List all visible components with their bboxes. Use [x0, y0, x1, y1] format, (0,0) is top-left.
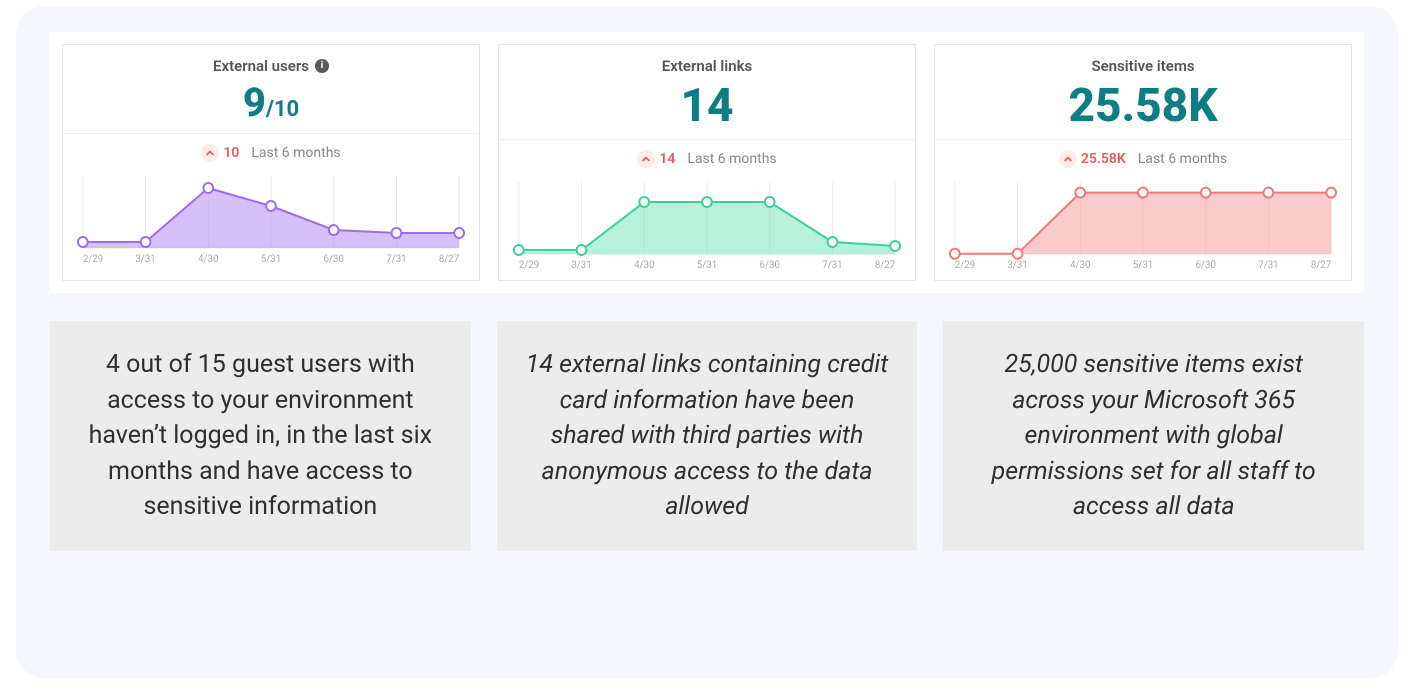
card-title: External users: [213, 57, 309, 75]
delta-row: 14 Last 6 months: [513, 150, 901, 168]
svg-text:2/29: 2/29: [955, 260, 975, 271]
card-divider: [63, 133, 479, 134]
card-title: Sensitive items: [1091, 57, 1194, 75]
delta-badge: 10: [201, 144, 239, 162]
svg-text:4/30: 4/30: [634, 260, 654, 271]
svg-text:3/31: 3/31: [571, 260, 591, 271]
metric-value: 9/10: [77, 83, 465, 123]
delta-badge: 25.58K: [1059, 150, 1126, 168]
svg-text:7/31: 7/31: [386, 254, 406, 265]
svg-text:4/30: 4/30: [1070, 260, 1090, 271]
svg-text:5/31: 5/31: [1133, 260, 1153, 271]
metric-card-external-users: External users i 9/10 10 Last 6 months 2…: [62, 44, 480, 281]
sparkline-chart: 2/29 3/31 4/30 5/31 6/30 7/31 8/27: [513, 176, 901, 272]
metric-card-sensitive-items: Sensitive items 25.58K 25.58K Last 6 mon…: [934, 44, 1352, 281]
period-label: Last 6 months: [251, 145, 340, 161]
caret-up-icon: [1059, 150, 1077, 168]
svg-text:6/30: 6/30: [1196, 260, 1216, 271]
svg-text:4/30: 4/30: [198, 254, 218, 265]
captions-row: 4 out of 15 guest users with access to y…: [50, 321, 1364, 551]
caption-box: 4 out of 15 guest users with access to y…: [50, 321, 471, 551]
card-divider: [499, 139, 915, 140]
period-label: Last 6 months: [1138, 151, 1227, 167]
svg-text:7/31: 7/31: [1258, 260, 1278, 271]
card-title: External links: [662, 57, 752, 75]
caption-box: 14 external links containing credit card…: [497, 321, 918, 551]
svg-text:8/27: 8/27: [1311, 260, 1332, 271]
info-icon[interactable]: i: [315, 59, 329, 73]
metric-value-main: 9: [243, 79, 266, 126]
card-divider: [935, 139, 1351, 140]
delta-value: 14: [659, 151, 675, 167]
svg-text:5/31: 5/31: [261, 254, 281, 265]
caption-box: 25,000 sensitive items exist across your…: [943, 321, 1364, 551]
metric-value-denom: 10: [274, 97, 299, 122]
svg-text:2/29: 2/29: [519, 260, 539, 271]
svg-text:6/30: 6/30: [324, 254, 344, 265]
delta-row: 10 Last 6 months: [77, 144, 465, 162]
cards-row: External users i 9/10 10 Last 6 months 2…: [50, 32, 1364, 293]
delta-value: 10: [223, 145, 239, 161]
metric-card-external-links: External links 14 14 Last 6 months 2/29 3…: [498, 44, 916, 281]
period-label: Last 6 months: [687, 151, 776, 167]
sparkline-chart: 2/29 3/31 4/30 5/31 6/30 7/31 8/27: [949, 176, 1337, 272]
delta-badge: 14: [637, 150, 675, 168]
metric-value-sep: /: [266, 97, 274, 122]
svg-text:8/27: 8/27: [439, 254, 460, 265]
metric-value-main: 25.58K: [1068, 79, 1217, 133]
svg-text:7/31: 7/31: [822, 260, 842, 271]
svg-text:3/31: 3/31: [135, 254, 155, 265]
caret-up-icon: [201, 144, 219, 162]
svg-text:5/31: 5/31: [697, 260, 717, 271]
sparkline-chart: 2/29 3/31 4/30 5/31 6/30 7/31 8/27: [77, 170, 465, 266]
svg-text:3/31: 3/31: [1007, 260, 1027, 271]
delta-row: 25.58K Last 6 months: [949, 150, 1337, 168]
metric-value: 25.58K: [949, 83, 1337, 129]
card-title-row: Sensitive items: [949, 55, 1337, 77]
metric-value: 14: [513, 83, 901, 129]
svg-text:8/27: 8/27: [875, 260, 896, 271]
svg-text:6/30: 6/30: [760, 260, 780, 271]
svg-text:2/29: 2/29: [83, 254, 103, 265]
card-title-row: External links: [513, 55, 901, 77]
metric-value-main: 14: [680, 79, 733, 133]
delta-value: 25.58K: [1081, 151, 1126, 167]
card-title-row: External users i: [77, 55, 465, 77]
caret-up-icon: [637, 150, 655, 168]
dashboard-panel: External users i 9/10 10 Last 6 months 2…: [16, 6, 1398, 678]
